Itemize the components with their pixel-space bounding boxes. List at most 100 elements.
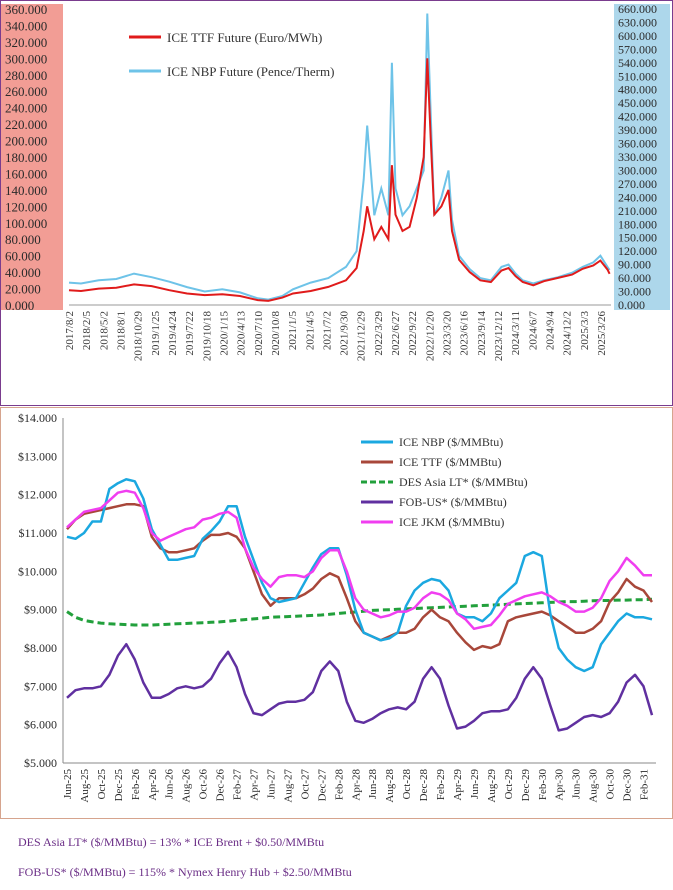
series-line-ttf bbox=[68, 58, 611, 302]
historical-prices-chart: 0.00020.00040.00060.00080.000100.000120.… bbox=[1, 2, 670, 362]
x-axis-tick-label: 2024/9/4 bbox=[545, 311, 557, 351]
x-axis-tick-label: 2022/9/22 bbox=[407, 311, 419, 356]
x-axis-tick-label: Apr-26 bbox=[147, 769, 159, 801]
right-axis-tick-label: 510.000 bbox=[618, 69, 657, 83]
x-axis-tick-label: 2023/9/14 bbox=[476, 311, 488, 356]
x-axis-tick-label: 2017/8/2 bbox=[64, 311, 76, 350]
forward-curve-panel: $5.000 $6.000 $7.000 $8.000 $9.000 $10.000 $11… bbox=[0, 407, 673, 819]
right-axis-tick-label: 570.000 bbox=[618, 42, 657, 56]
right-axis-tick-label: 180.000 bbox=[618, 217, 657, 231]
x-axis-tick-label: Aug-29 bbox=[486, 769, 498, 803]
x-axis-tick-label: Feb-26 bbox=[130, 769, 142, 801]
y-axis-tick-label: $8.000 bbox=[24, 641, 57, 655]
forward-curve-chart: $5.000 $6.000 $7.000 $8.000 $9.000 $10.000 $11… bbox=[18, 411, 656, 803]
x-axis-tick-label: Apr-30 bbox=[554, 769, 566, 801]
x-axis-tick-label: 2018/8/1 bbox=[115, 311, 127, 350]
x-axis-tick-label: Feb-29 bbox=[435, 769, 447, 801]
x-axis-tick-label: 2024/12/2 bbox=[562, 311, 574, 356]
x-axis-tick-label: 2021/9/30 bbox=[339, 311, 351, 356]
x-axis-tick-label: 2019/7/22 bbox=[184, 311, 196, 356]
x-axis-tick-label: 2021/1/5 bbox=[287, 311, 299, 351]
x-axis-tick-label: 2018/10/29 bbox=[133, 311, 145, 362]
right-axis-tick-label: 0.000 bbox=[618, 298, 645, 312]
legend-label-ice-ttf: ICE TTF ($/MMBtu) bbox=[399, 455, 501, 469]
y-axis-tick-label: $14.000 bbox=[18, 411, 57, 425]
x-axis-tick-label: Aug-30 bbox=[588, 769, 600, 803]
right-axis-tick-label: 240.000 bbox=[618, 190, 657, 204]
x-axis-tick-label: Dec-28 bbox=[418, 769, 430, 802]
left-axis-tick-label: 280.000 bbox=[5, 68, 47, 83]
historical-prices-panel: 0.000 20.000 40.000 60.000 80.000 100.000 120.… bbox=[0, 0, 673, 406]
right-axis-band bbox=[614, 4, 670, 310]
left-axis-tick-label: 100.000 bbox=[5, 216, 47, 231]
x-axis-tick-label: 2019/4/24 bbox=[167, 311, 179, 356]
left-axis-tick-label: 80.000 bbox=[5, 232, 41, 247]
x-axis-tick-label: 2020/4/13 bbox=[236, 311, 248, 356]
right-axis-tick-label: 270.000 bbox=[618, 177, 657, 191]
legend-label-ice-nbp: ICE NBP ($/MMBtu) bbox=[399, 435, 503, 449]
series-line-fob-us bbox=[66, 642, 654, 732]
x-axis-tick-label: Apr-27 bbox=[249, 769, 261, 801]
legend-label-nbp: ICE NBP Future (Pence/Therm) bbox=[167, 64, 334, 79]
series-line-ice-ttf bbox=[66, 503, 654, 652]
x-axis-tick-label: Jun-29 bbox=[469, 769, 481, 799]
right-axis-tick-label: 30.000 bbox=[618, 285, 651, 299]
legend-label-fob-us: FOB-US* ($/MMBtu) bbox=[399, 495, 507, 509]
left-axis-tick-label: 300.000 bbox=[5, 51, 47, 66]
right-axis-tick-label: 420.000 bbox=[618, 110, 657, 124]
footnote-des-asia: DES Asia LT* ($/MMBtu) = 13% * ICE Brent… bbox=[18, 835, 325, 849]
y-axis-tick-label: $12.000 bbox=[18, 488, 57, 502]
x-axis-tick-label: 2021/7/2 bbox=[321, 311, 333, 350]
right-axis-tick-label: 300.000 bbox=[618, 163, 657, 177]
footnote-fob-us: FOB-US* ($/MMBtu) = 115% * Nymex Henry H… bbox=[18, 865, 352, 879]
right-axis-tick-label: 630.000 bbox=[618, 15, 657, 29]
right-axis-tick-label: 120.000 bbox=[618, 244, 657, 258]
x-axis-tick-label: Oct-25 bbox=[96, 769, 108, 800]
y-axis-tick-label: $11.000 bbox=[18, 526, 57, 540]
x-axis-tick-label: 2024/6/7 bbox=[527, 311, 539, 351]
series-line-ice-jkm bbox=[66, 489, 652, 631]
x-axis-tick-label: 2019/1/25 bbox=[150, 311, 162, 356]
x-axis-tick-label: Jun-25 bbox=[62, 769, 74, 799]
left-axis-tick-label: 20.000 bbox=[5, 282, 41, 297]
y-axis-tick-label: $6.000 bbox=[24, 718, 57, 732]
right-axis-tick-label: 660.000 bbox=[618, 2, 657, 16]
x-axis-tick-label: 2022/3/29 bbox=[373, 311, 385, 356]
legend-label-ttf: ICE TTF Future (Euro/MWh) bbox=[167, 30, 322, 45]
x-axis-tick-label: Apr-29 bbox=[452, 769, 464, 801]
x-axis-tick-label: Dec-26 bbox=[215, 769, 227, 802]
x-axis-tick-label: Feb-30 bbox=[537, 769, 549, 801]
x-axis-tick-label: 2021/12/29 bbox=[356, 311, 368, 362]
x-axis-tick-label: 2019/10/18 bbox=[201, 311, 213, 362]
x-axis-tick-label: 2018/2/5 bbox=[81, 311, 93, 351]
x-axis-tick-label: 2023/6/16 bbox=[459, 311, 471, 356]
y-axis-tick-label: $10.000 bbox=[18, 564, 57, 578]
left-axis-tick-label: 0.000 bbox=[5, 298, 34, 313]
left-axis-tick-label: 220.000 bbox=[5, 117, 47, 132]
right-axis-tick-label: 390.000 bbox=[618, 123, 657, 137]
left-axis-tick-label: 120.000 bbox=[5, 199, 47, 214]
left-axis-tick-label: 140.000 bbox=[5, 183, 47, 198]
right-axis-tick-label: 60.000 bbox=[618, 271, 651, 285]
x-axis-tick-label: Oct-28 bbox=[401, 769, 413, 800]
left-axis-tick-label: 200.000 bbox=[5, 134, 47, 149]
series-line-nbp bbox=[68, 13, 611, 301]
x-axis-tick-label: Aug-26 bbox=[181, 769, 193, 803]
right-axis-tick-label: 450.000 bbox=[618, 96, 657, 110]
left-axis-band bbox=[1, 4, 63, 310]
x-axis-tick-label: Aug-25 bbox=[79, 769, 91, 803]
x-axis-tick-label: 2023/3/20 bbox=[442, 311, 454, 356]
right-axis-tick-label: 330.000 bbox=[618, 150, 657, 164]
x-axis-tick-label: Dec-25 bbox=[113, 769, 125, 802]
left-axis-tick-label: 260.000 bbox=[5, 84, 47, 99]
x-axis-tick-label: Oct-30 bbox=[605, 769, 617, 800]
left-axis-tick-label: 40.000 bbox=[5, 265, 41, 280]
x-axis-tick-label: Oct-29 bbox=[503, 769, 515, 800]
y-axis-tick-label: $5.000 bbox=[24, 756, 57, 770]
x-axis-tick-label: Jun-26 bbox=[164, 769, 176, 799]
right-axis-tick-label: 600.000 bbox=[618, 29, 657, 43]
x-axis-tick-label: Dec-27 bbox=[316, 769, 328, 802]
x-axis-tick-label: 2025/3/26 bbox=[596, 311, 608, 356]
left-axis-tick-label: 360.000 bbox=[5, 2, 47, 17]
x-axis-tick-label: Feb-28 bbox=[333, 769, 345, 801]
